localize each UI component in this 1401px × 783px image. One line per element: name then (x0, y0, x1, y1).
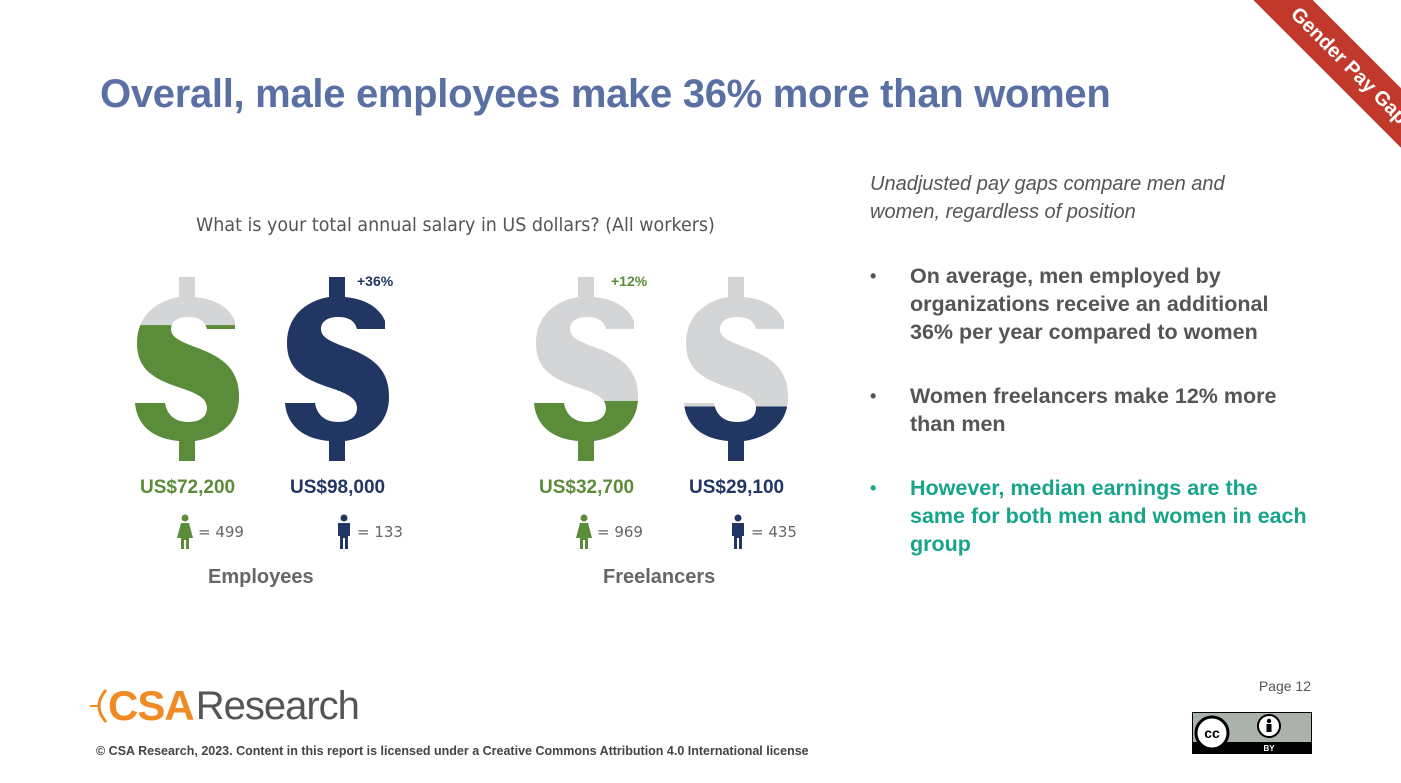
cc-icon (1194, 715, 1230, 751)
bullet-item: • On average, men employed by organizati… (870, 262, 1310, 346)
respondent-count-text: = 969 (597, 523, 643, 541)
cc-by-badge: cc BY (1192, 712, 1312, 754)
side-subtitle: Unadjusted pay gaps compare men and wome… (870, 173, 1225, 223)
dollar-bar-women (534, 277, 638, 461)
logo-csa-text: CSA (108, 682, 195, 729)
bullet-marker: • (870, 266, 877, 286)
chart-title: What is your total annual salary in US d… (196, 214, 715, 236)
man-icon (338, 514, 350, 549)
respondent-count: = 435 (729, 514, 797, 550)
ribbon-corner: Gender Pay Gap (1231, 0, 1401, 170)
logo-swoosh-icon (90, 689, 108, 723)
dollar-bar-men (285, 277, 389, 461)
bullet-item-highlight: • However, median earnings are the same … (870, 474, 1310, 558)
csa-logo: CSA Research (90, 678, 360, 734)
svg-text:cc: cc (1204, 725, 1220, 741)
logo-research-text: Research (195, 683, 360, 728)
respondent-count-text: = 499 (198, 523, 244, 541)
respondent-count: = 969 (575, 514, 643, 550)
group-label: Employees (208, 566, 314, 588)
dollar-bar-women (135, 277, 239, 461)
bullet-item: • Women freelancers make 12% more than m… (870, 382, 1310, 438)
dollar-fill (135, 325, 239, 461)
respondent-count: = 499 (176, 514, 244, 550)
page-title: Overall, male employees make 36% more th… (100, 72, 1111, 116)
page-number: Page 12 (1258, 678, 1311, 694)
ribbon-label: Gender Pay Gap (1242, 0, 1401, 170)
dollar-bar-men (684, 277, 788, 461)
salary-value-label: US$72,200 (140, 477, 236, 498)
bullet-text: However, median earnings are the same fo… (910, 476, 1307, 556)
group-label: Freelancers (603, 566, 716, 588)
copyright-notice: © CSA Research, 2023. Content in this re… (96, 744, 809, 758)
bullet-marker: • (870, 386, 877, 406)
salary-value-label: US$32,700 (539, 477, 635, 498)
respondent-count: = 133 (335, 514, 403, 550)
bullet-marker: • (870, 478, 877, 498)
bullet-text: On average, men employed by organization… (910, 264, 1269, 344)
license-badge-text: BY (1263, 744, 1275, 753)
respondent-count-text: = 435 (751, 523, 797, 541)
salary-value-label: US$29,100 (689, 477, 785, 498)
dollar-fill (684, 406, 788, 461)
woman-icon (177, 514, 193, 549)
difference-label: +12% (611, 273, 648, 289)
dollar-fill (285, 277, 389, 461)
difference-label: +36% (357, 273, 394, 289)
respondent-count-text: = 133 (357, 523, 403, 541)
woman-icon (576, 514, 592, 549)
bullet-text: Women freelancers make 12% more than men (910, 384, 1277, 436)
man-icon (732, 514, 744, 549)
dollar-fill (534, 400, 638, 461)
salary-value-label: US$98,000 (290, 477, 386, 498)
